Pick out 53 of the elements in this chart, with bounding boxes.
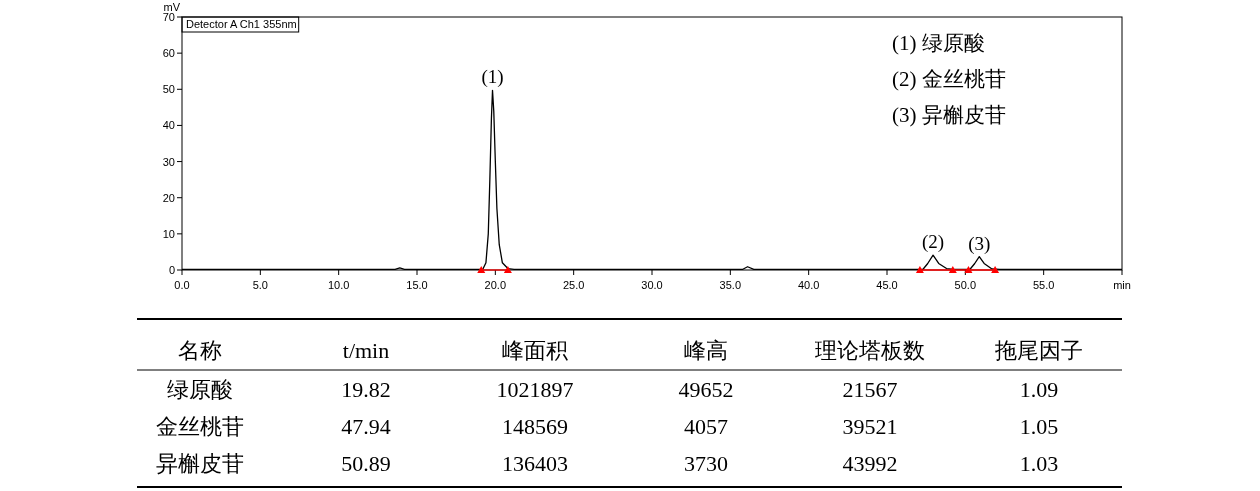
- x-tick-label: 15.0: [406, 279, 428, 291]
- text: 136403: [502, 451, 568, 476]
- annotation: (3) 异槲皮苷: [892, 103, 1006, 127]
- text: 49652: [678, 377, 734, 402]
- text: 21567: [842, 377, 898, 402]
- annotation: (1) 绿原酸: [892, 31, 985, 55]
- x-tick-label: 0.0: [174, 279, 190, 291]
- text: 4057: [684, 414, 728, 439]
- text: 47.94: [341, 414, 391, 439]
- x-tick-label: 30.0: [641, 279, 663, 291]
- x-tick-label: 40.0: [797, 279, 820, 291]
- x-tick-label: 10.0: [327, 279, 350, 291]
- x-tick-label: min: [1113, 279, 1131, 291]
- category-label: 峰高: [684, 338, 728, 363]
- text: 3730: [684, 451, 728, 476]
- category-label: 拖尾因子: [994, 338, 1083, 363]
- text: 50.89: [341, 451, 391, 476]
- text: 1021897: [496, 377, 574, 402]
- text: 19.82: [341, 377, 391, 402]
- x-tick-label: 55.0: [1032, 279, 1055, 291]
- text: 148569: [502, 414, 568, 439]
- y-axis-title: mV: [163, 1, 181, 13]
- y-tick-label: 0: [168, 264, 175, 276]
- x-tick-label: 5.0: [252, 279, 268, 291]
- annotation: (3): [968, 232, 991, 255]
- x-tick-label: 35.0: [719, 279, 742, 291]
- x-tick-label: 50.0: [954, 279, 977, 291]
- y-tick-label: 70: [162, 11, 175, 23]
- text: 39521: [842, 414, 898, 439]
- y-tick-label: 40: [162, 119, 175, 132]
- y-tick-label: 50: [162, 83, 175, 96]
- category-label: t/min: [342, 338, 390, 363]
- text: 1.05: [1019, 414, 1059, 439]
- text: 金丝桃苷: [156, 414, 244, 439]
- text: 1.09: [1019, 377, 1059, 402]
- y-tick-label: 10: [162, 227, 175, 240]
- y-tick-label: 30: [162, 155, 175, 168]
- annotation: (2) 金丝桃苷: [892, 67, 1006, 91]
- text: 43992: [842, 451, 898, 476]
- x-tick-label: 45.0: [876, 279, 898, 291]
- text: 绿原酸: [167, 377, 233, 402]
- annotation: (2): [921, 231, 945, 254]
- category-label: 峰面积: [502, 338, 568, 363]
- category-label: 名称: [178, 338, 222, 363]
- y-tick-label: 60: [162, 47, 175, 60]
- annotation: Detector A Ch1 355nm: [186, 18, 297, 30]
- text: 异槲皮苷: [156, 451, 244, 476]
- category-label: 理论塔板数: [815, 338, 925, 363]
- x-tick-label: 20.0: [484, 279, 507, 291]
- text: 1.03: [1019, 451, 1059, 476]
- x-tick-label: 25.0: [562, 279, 585, 291]
- annotation: (1): [481, 66, 504, 89]
- y-tick-label: 20: [162, 191, 175, 204]
